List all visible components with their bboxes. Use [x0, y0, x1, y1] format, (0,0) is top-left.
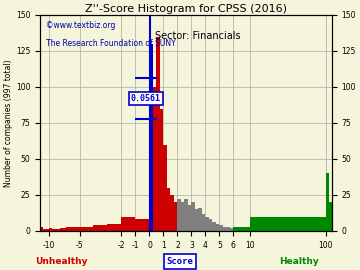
Bar [43, 230, 46, 231]
Bar [329, 202, 332, 231]
Bar [216, 224, 219, 231]
Bar [153, 87, 157, 231]
Bar [94, 225, 108, 231]
Bar [160, 109, 163, 231]
Bar [108, 224, 121, 231]
Bar [149, 44, 153, 231]
Bar [163, 144, 167, 231]
Bar [226, 227, 230, 231]
Title: Z''-Score Histogram for CPSS (2016): Z''-Score Histogram for CPSS (2016) [85, 4, 287, 14]
Bar [121, 217, 135, 231]
Bar [250, 217, 326, 231]
Bar [202, 214, 206, 231]
Bar [60, 228, 66, 231]
Bar [230, 228, 233, 231]
Bar [174, 202, 177, 231]
Bar [49, 228, 52, 231]
Text: The Research Foundation of SUNY: The Research Foundation of SUNY [46, 39, 176, 48]
Y-axis label: Number of companies (997 total): Number of companies (997 total) [4, 59, 13, 187]
Bar [192, 202, 195, 231]
Text: Score: Score [167, 257, 193, 266]
Bar [188, 205, 192, 231]
Bar [170, 195, 174, 231]
Bar [56, 230, 60, 231]
Bar [195, 209, 198, 231]
Bar [40, 227, 43, 231]
Bar [135, 220, 149, 231]
Text: Healthy: Healthy [279, 257, 319, 266]
Bar [219, 225, 223, 231]
Bar [212, 222, 216, 231]
Bar [206, 217, 209, 231]
Bar [157, 36, 160, 231]
Bar [223, 227, 226, 231]
Bar [326, 173, 329, 231]
Bar [177, 199, 181, 231]
Text: 0.0561: 0.0561 [131, 94, 161, 103]
Text: Unhealthy: Unhealthy [35, 257, 87, 266]
Bar [181, 202, 184, 231]
Bar [209, 220, 212, 231]
Bar [233, 227, 250, 231]
Bar [46, 230, 49, 231]
Text: Sector: Financials: Sector: Financials [155, 31, 241, 41]
Bar [66, 227, 80, 231]
Bar [184, 199, 188, 231]
Bar [167, 188, 170, 231]
Bar [198, 208, 202, 231]
Bar [80, 227, 94, 231]
Text: ©www.textbiz.org: ©www.textbiz.org [46, 21, 115, 31]
Bar [52, 230, 56, 231]
